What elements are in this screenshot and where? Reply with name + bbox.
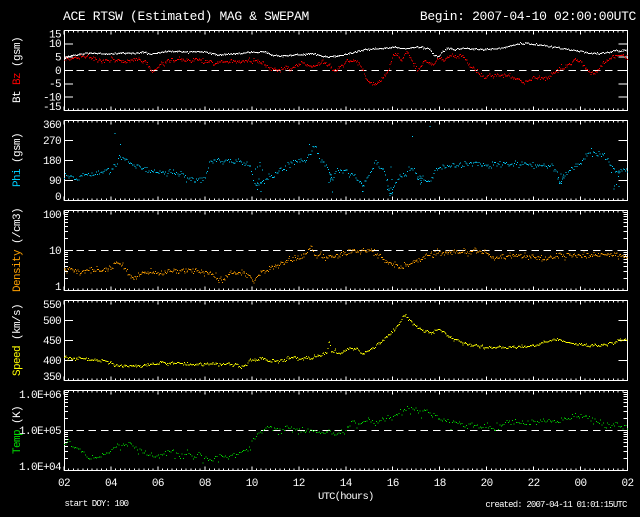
svg-text:90: 90: [49, 176, 61, 188]
svg-text:Density (/cm3): Density (/cm3): [12, 208, 24, 292]
svg-text:0: 0: [55, 192, 61, 204]
svg-text:06: 06: [152, 478, 164, 490]
svg-text:Bt Bz (gsm): Bt Bz (gsm): [12, 37, 24, 103]
svg-text:0: 0: [55, 66, 61, 78]
svg-text:12: 12: [293, 478, 305, 490]
svg-text:created: 2007-04-11 01:01:15U: created: 2007-04-11 01:01:15UTC: [485, 500, 628, 510]
svg-text:-10: -10: [43, 93, 61, 105]
svg-text:550: 550: [43, 300, 61, 312]
svg-text:ACE RTSW (Estimated) MAG & SWE: ACE RTSW (Estimated) MAG & SWEPAM: [63, 9, 309, 24]
svg-text:00: 00: [574, 478, 586, 490]
svg-text:270: 270: [43, 136, 61, 148]
svg-text:02: 02: [621, 478, 633, 490]
svg-text:Phi (gsm): Phi (gsm): [12, 133, 24, 187]
svg-text:15: 15: [49, 30, 61, 42]
svg-text:1: 1: [55, 282, 62, 294]
svg-text:Speed (km/s): Speed (km/s): [12, 304, 24, 376]
svg-text:10: 10: [49, 39, 61, 51]
svg-text:Temp (K): Temp (K): [12, 406, 24, 454]
svg-text:08: 08: [199, 478, 211, 490]
svg-text:-5: -5: [49, 79, 61, 91]
svg-text:start DOY: 100: start DOY: 100: [65, 499, 129, 509]
svg-text:5: 5: [55, 53, 61, 65]
svg-text:10: 10: [246, 478, 258, 490]
svg-text:1.0E+04: 1.0E+04: [19, 462, 62, 474]
svg-text:Begin: 2007-04-10 02:00:00UTC: Begin: 2007-04-10 02:00:00UTC: [420, 9, 637, 24]
svg-text:500: 500: [43, 316, 61, 328]
svg-text:16: 16: [387, 478, 399, 490]
svg-text:02: 02: [58, 478, 70, 490]
svg-text:450: 450: [43, 336, 61, 348]
svg-text:360: 360: [43, 120, 61, 132]
svg-text:100: 100: [43, 210, 61, 222]
svg-text:1.0E+06: 1.0E+06: [19, 390, 61, 402]
svg-text:400: 400: [43, 356, 61, 368]
svg-text:UTC(hours): UTC(hours): [318, 491, 374, 503]
svg-text:-15: -15: [43, 102, 61, 114]
svg-text:04: 04: [105, 478, 118, 490]
svg-text:1.0E+05: 1.0E+05: [19, 426, 61, 438]
svg-text:22: 22: [528, 478, 540, 490]
svg-text:14: 14: [340, 478, 353, 490]
svg-text:18: 18: [434, 478, 446, 490]
svg-text:10: 10: [49, 246, 61, 258]
svg-text:180: 180: [43, 156, 61, 168]
svg-text:350: 350: [43, 372, 61, 384]
svg-text:20: 20: [481, 478, 493, 490]
